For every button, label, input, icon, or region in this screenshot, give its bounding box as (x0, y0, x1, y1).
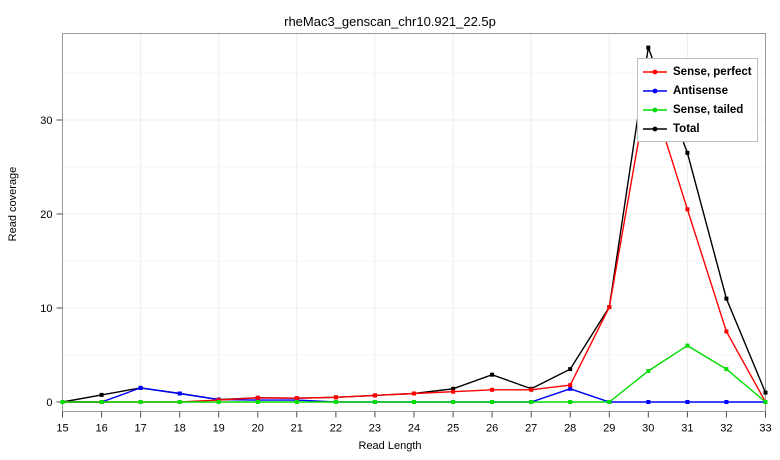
legend-item: Sense, tailed (641, 100, 752, 119)
legend-label-sense-perfect: Sense, perfect (673, 65, 752, 78)
svg-text:25: 25 (447, 423, 459, 435)
legend-item: Antisense (641, 81, 752, 100)
legend-key-antisense-icon (641, 84, 669, 98)
legend-item: Total (641, 119, 752, 138)
svg-text:17: 17 (134, 423, 146, 435)
axis-tick-labels: 15 16 17 18 19 20 21 22 23 24 25 26 27 28 29 30 31 32 33 0 1… (40, 115, 771, 435)
svg-text:19: 19 (213, 423, 225, 435)
x-axis-label: Read Length (358, 440, 422, 452)
svg-text:22: 22 (330, 423, 342, 435)
svg-text:20: 20 (40, 209, 52, 221)
legend-label-total: Total (673, 122, 700, 135)
svg-text:24: 24 (408, 423, 420, 435)
svg-text:23: 23 (369, 423, 381, 435)
svg-text:33: 33 (759, 423, 771, 435)
svg-text:18: 18 (174, 423, 186, 435)
svg-text:30: 30 (642, 423, 654, 435)
series-sense-tailed (60, 343, 768, 404)
legend-label-sense-tailed: Sense, tailed (673, 103, 744, 116)
svg-text:10: 10 (40, 303, 52, 315)
legend-label-antisense: Antisense (673, 84, 728, 97)
legend-key-total-icon (641, 122, 669, 136)
svg-text:29: 29 (603, 423, 615, 435)
svg-text:15: 15 (56, 423, 68, 435)
svg-text:30: 30 (40, 115, 52, 127)
svg-text:0: 0 (46, 397, 52, 409)
svg-text:20: 20 (252, 423, 264, 435)
legend-key-sense-perfect-icon (641, 65, 669, 79)
svg-text:16: 16 (95, 423, 107, 435)
svg-text:26: 26 (486, 423, 498, 435)
svg-text:31: 31 (681, 423, 693, 435)
legend-item: Sense, perfect (641, 62, 752, 81)
legend-key-sense-tailed-icon (641, 103, 669, 117)
svg-text:27: 27 (525, 423, 537, 435)
svg-text:32: 32 (720, 423, 732, 435)
chart-title: rheMac3_genscan_chr10.921_22.5p (284, 14, 496, 29)
axis-ticks (56, 119, 766, 418)
svg-text:28: 28 (564, 423, 576, 435)
chart-legend: Sense, perfect Antisense Sense, tailed T… (637, 58, 758, 142)
svg-text:21: 21 (291, 423, 303, 435)
